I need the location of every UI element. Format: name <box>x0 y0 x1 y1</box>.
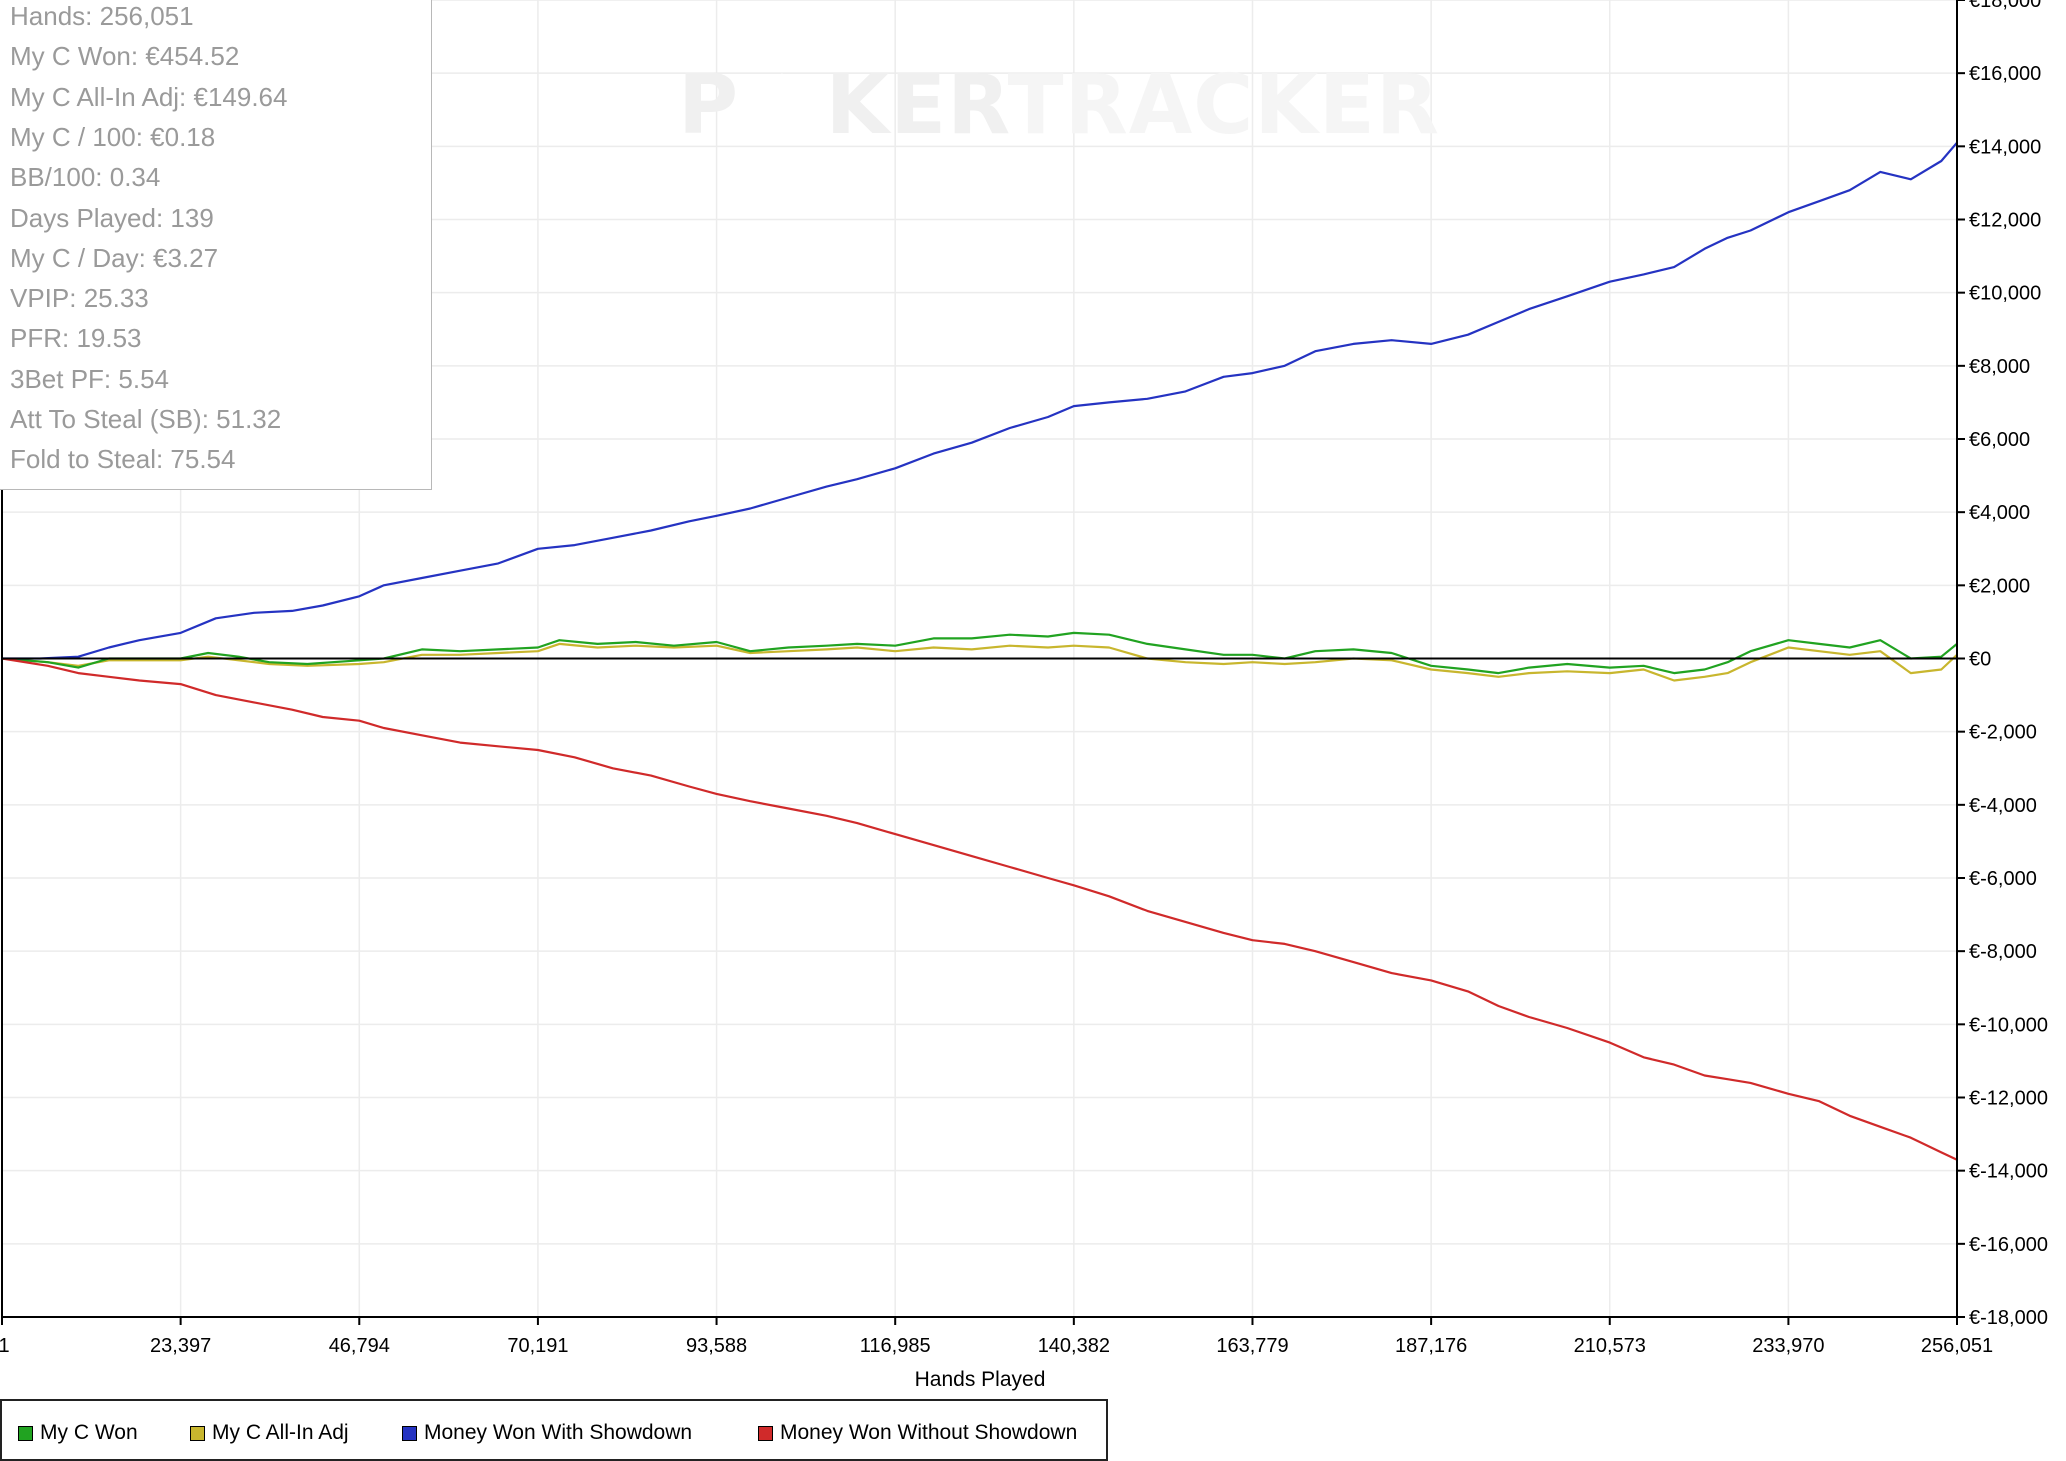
x-tick-label: 210,573 <box>1574 1335 1646 1357</box>
y-tick-label: €14,000 <box>1969 136 2041 158</box>
series-line-my-c-won <box>1 631 1958 675</box>
x-tick-label: 140,382 <box>1038 1335 1110 1357</box>
x-tick-label: 116,985 <box>860 1335 931 1357</box>
legend: My C Won My C All-In Adj Money Won With … <box>0 1399 1108 1461</box>
x-tick-label: 70,191 <box>507 1335 568 1357</box>
stat-line: Fold to Steal: 75.54 <box>10 444 236 475</box>
legend-label: My C Won <box>40 1421 138 1444</box>
x-tick-label: 1 <box>0 1335 10 1357</box>
y-tick-label: €6,000 <box>1969 429 2030 451</box>
x-axis-ticks: 1 23,397 46,794 70,191 93,588 116,985 140,382 1… <box>0 1317 1993 1357</box>
pokertracker-watermark: P♠KERTRACKER <box>678 58 1440 153</box>
y-tick-label: €-16,000 <box>1969 1234 2048 1256</box>
legend-item-my-c-all-in-adj[interactable]: My C All-In Adj <box>190 1421 349 1445</box>
legend-item-money-won-without-showdown[interactable]: Money Won Without Showdown <box>758 1421 1077 1445</box>
stat-line: BB/100: 0.34 <box>10 162 161 193</box>
series-line-money-won-with-showdown <box>2 141 1958 660</box>
series-line-money-won-without-showdown <box>1 657 1958 1161</box>
stat-line: Hands: 256,051 <box>10 1 194 31</box>
stat-line: VPIP: 25.33 <box>10 283 149 314</box>
x-tick-label: 256,051 <box>1921 1335 1993 1357</box>
legend-swatch-green-icon <box>18 1425 33 1441</box>
stat-line: My C / 100: €0.18 <box>10 121 216 152</box>
svg-text:P♠KERTRACKER: P♠KERTRACKER <box>678 58 1440 153</box>
stat-line: PFR: 19.53 <box>10 323 142 354</box>
x-tick-label: 46,794 <box>329 1335 390 1357</box>
y-tick-label: €18,000 <box>1969 0 2041 12</box>
x-tick-label: 23,397 <box>150 1335 211 1357</box>
legend-swatch-red-icon <box>758 1425 773 1441</box>
stat-line: My C Won: €454.52 <box>10 41 240 72</box>
y-tick-label: €4,000 <box>1969 502 2030 524</box>
y-tick-label: €-8,000 <box>1969 941 2037 963</box>
stats-panel: Hands: 256,051 My C Won: €454.52 My C All-… <box>0 0 432 490</box>
y-tick-label: €8,000 <box>1969 356 2030 378</box>
x-tick-label: 163,779 <box>1216 1335 1288 1357</box>
y-tick-label: €0 <box>1969 649 1991 671</box>
stat-line: My C / Day: €3.27 <box>10 242 219 273</box>
x-tick-label: 187,176 <box>1395 1335 1467 1357</box>
stat-line: Att To Steal (SB): 51.32 <box>10 404 282 434</box>
y-tick-label: €-2,000 <box>1969 722 2037 744</box>
y-tick-label: €10,000 <box>1969 283 2041 305</box>
y-tick-label: €-18,000 <box>1969 1307 2048 1329</box>
y-tick-label: €-10,000 <box>1969 1014 2048 1036</box>
y-tick-label: €2,000 <box>1969 575 2030 597</box>
y-tick-label: €12,000 <box>1969 210 2041 232</box>
stat-line: Days Played: 139 <box>10 202 214 233</box>
legend-swatch-yellow-icon <box>190 1425 205 1441</box>
stat-line: 3Bet PF: 5.54 <box>10 363 169 394</box>
legend-label: My C All-In Adj <box>212 1421 349 1444</box>
x-tick-label: 93,588 <box>686 1335 747 1357</box>
x-axis-title: Hands Played <box>915 1368 1046 1391</box>
y-tick-label: €-4,000 <box>1969 795 2037 817</box>
legend-item-my-c-won[interactable]: My C Won <box>18 1421 138 1445</box>
series-line-my-c-all-in-adj <box>1 642 1958 682</box>
legend-item-money-won-with-showdown[interactable]: Money Won With Showdown <box>402 1421 692 1445</box>
legend-swatch-blue-icon <box>402 1425 417 1441</box>
legend-label: Money Won Without Showdown <box>780 1421 1078 1444</box>
stat-line: My C All-In Adj: €149.64 <box>10 81 288 112</box>
legend-label: Money Won With Showdown <box>424 1421 693 1444</box>
y-tick-label: €-14,000 <box>1969 1161 2048 1183</box>
y-tick-label: €16,000 <box>1969 63 2041 85</box>
y-axis-ticks: €18,000 €16,000 €14,000 €12,000 €10,000 €8,00… <box>1957 0 2048 1329</box>
y-tick-label: €-6,000 <box>1969 868 2037 890</box>
y-tick-label: €-12,000 <box>1969 1088 2048 1110</box>
x-tick-label: 233,970 <box>1752 1335 1824 1357</box>
series-lines <box>1 141 1958 1161</box>
